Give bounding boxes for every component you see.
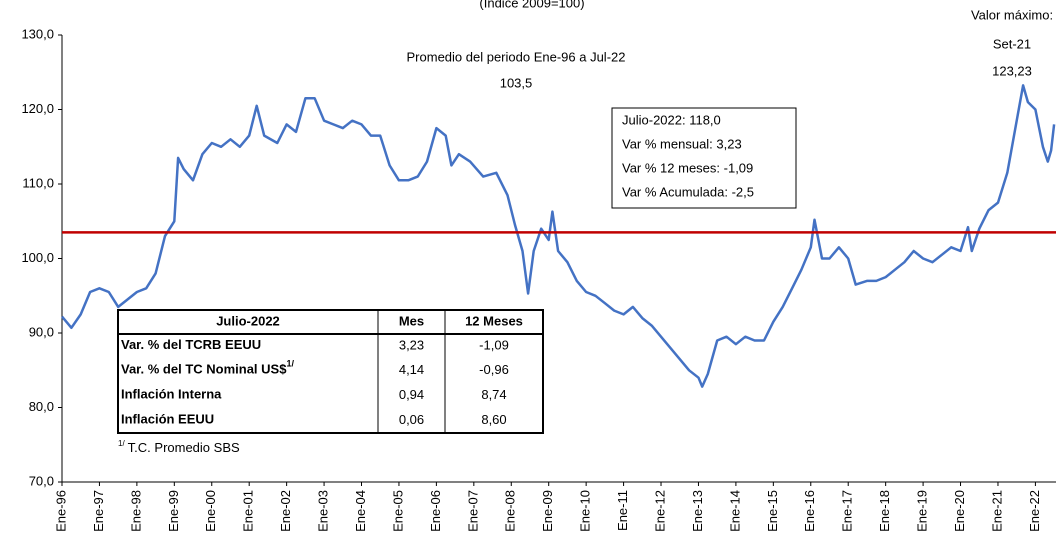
y-tick-label: 100,0: [21, 250, 54, 265]
average-note: Promedio del periodo Ene-96 a Jul-22: [407, 49, 626, 64]
row-label: Inflación Interna: [121, 387, 222, 402]
table-header: 12 Meses: [465, 313, 523, 328]
footnote-sup: 1/: [118, 439, 125, 448]
info-line: Julio-2022: 118,0: [622, 112, 721, 127]
row-label-text: Inflación Interna: [121, 387, 222, 402]
table-cell: -1,09: [479, 337, 509, 352]
x-tick-label: Ene-97: [91, 490, 106, 532]
average-label: 103,5: [500, 75, 533, 90]
x-tick-label: Ene-11: [615, 490, 630, 531]
x-tick-label: Ene-09: [540, 490, 555, 532]
table-cell: 3,23: [399, 337, 424, 352]
x-tick-label: Ene-98: [128, 490, 143, 532]
table-cell: 8,74: [481, 387, 506, 402]
x-tick-label: Ene-01: [241, 490, 256, 532]
max-date: Set-21: [993, 36, 1031, 51]
x-tick-label: Ene-04: [353, 490, 368, 532]
x-tick-label: Ene-18: [877, 490, 892, 532]
x-tick-label: Ene-02: [278, 490, 293, 532]
footnote-text: T.C. Promedio SBS: [128, 440, 240, 455]
table-cell: -0,96: [479, 362, 509, 377]
x-tick-label: Ene-17: [840, 490, 855, 532]
info-line: Var % mensual: 3,23: [622, 136, 742, 151]
table-cell: 0,06: [399, 412, 424, 427]
y-tick-label: 130,0: [21, 26, 54, 41]
max-title: Valor máximo:: [971, 7, 1053, 22]
x-tick-label: Ene-10: [578, 490, 593, 532]
x-tick-label: Ene-19: [915, 490, 930, 532]
x-tick-label: Ene-99: [166, 490, 181, 532]
x-tick-label: Ene-22: [1027, 490, 1042, 532]
max-label: 123,23: [992, 63, 1032, 78]
row-label: Inflación EEUU: [121, 412, 214, 427]
info-box: [611, 107, 797, 209]
x-tick-label: Ene-12: [652, 490, 667, 532]
table-header: Mes: [399, 313, 424, 328]
table-cell: 0,94: [399, 387, 424, 402]
chart-title: (Índice 2009=100): [479, 0, 584, 10]
y-tick-label: 90,0: [29, 324, 54, 339]
y-tick-label: 80,0: [29, 399, 54, 414]
x-tick-label: Ene-21: [989, 490, 1004, 532]
row-label-text: Var. % del TC Nominal US$: [121, 362, 287, 377]
x-tick-label: Ene-03: [316, 490, 331, 532]
series-line: [61, 84, 1056, 388]
x-tick-label: Ene-06: [428, 490, 443, 532]
x-tick-label: Ene-05: [390, 490, 405, 532]
x-tick-label: Ene-96: [53, 490, 68, 532]
x-tick-label: Ene-08: [503, 490, 518, 532]
y-tick-label: 70,0: [29, 473, 54, 488]
info-line: Var % Acumulada: -2,5: [622, 184, 754, 199]
row-label-sup: 1/: [286, 359, 294, 369]
table-header: Julio-2022: [216, 313, 280, 328]
x-tick-label: Ene-16: [802, 490, 817, 532]
y-tick-label: 120,0: [21, 101, 54, 116]
x-tick-label: Ene-00: [203, 490, 218, 532]
x-tick-label: Ene-14: [727, 490, 742, 532]
row-label-text: Inflación EEUU: [121, 412, 214, 427]
y-tick-label: 110,0: [22, 175, 54, 190]
table-cell: 8,60: [481, 412, 506, 427]
x-tick-label: Ene-13: [690, 490, 705, 532]
row-label: Var. % del TCRB EEUU: [121, 337, 261, 352]
x-tick-label: Ene-07: [465, 490, 480, 532]
x-tick-label: Ene-20: [952, 490, 967, 532]
table-cell: 4,14: [399, 362, 424, 377]
row-label-text: Var. % del TCRB EEUU: [121, 337, 261, 352]
footnote: 1/T.C. Promedio SBS: [118, 439, 240, 455]
row-label: Var. % del TC Nominal US$1/: [121, 359, 294, 377]
table-bg: [117, 309, 544, 434]
x-tick-label: Ene-15: [765, 490, 780, 532]
info-line: Var % 12 meses: -1,09: [622, 160, 753, 175]
